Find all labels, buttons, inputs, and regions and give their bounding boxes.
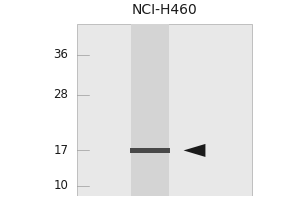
Bar	[130, 148, 170, 153]
Text: 36: 36	[53, 48, 68, 61]
Text: NCI-H460: NCI-H460	[132, 3, 197, 17]
Bar	[77, 24, 252, 196]
Polygon shape	[184, 144, 206, 157]
Text: 28: 28	[53, 88, 68, 101]
Text: 10: 10	[53, 179, 68, 192]
Text: 17: 17	[53, 144, 68, 157]
Bar	[131, 24, 169, 196]
